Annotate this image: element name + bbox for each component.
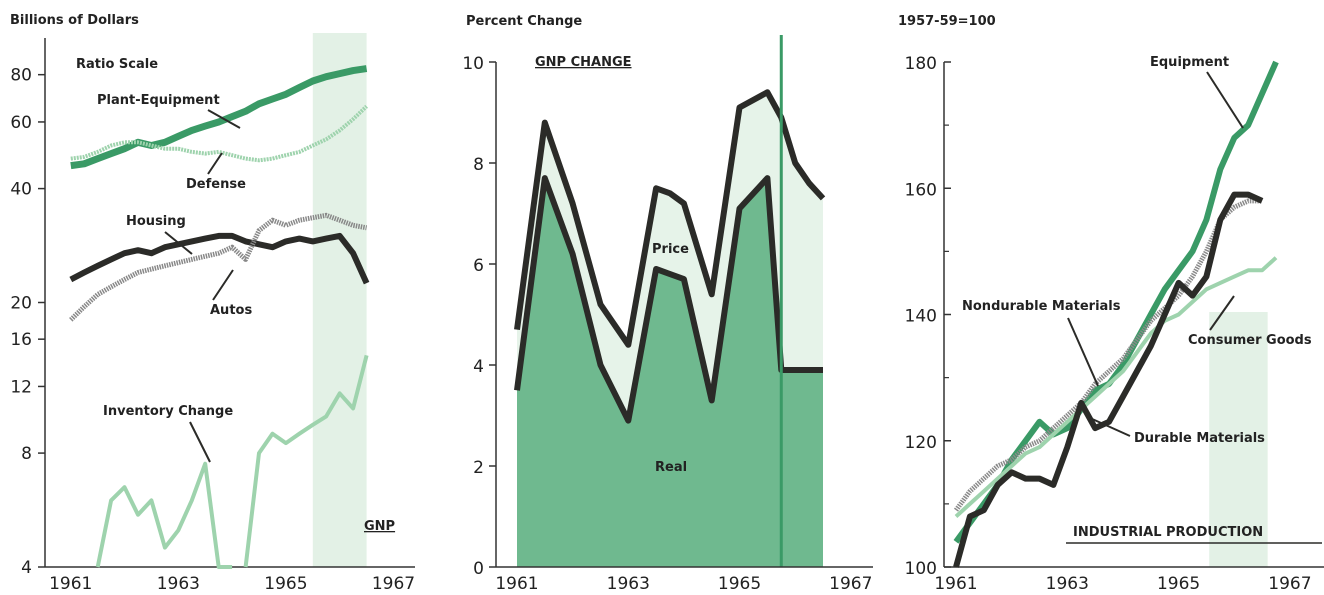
series-line-inventory-change [95,461,233,569]
y-axis-title: Percent Change [466,14,582,29]
shaded-region [312,33,367,567]
panel-industrial-production: 1957-59=100 100 120 140 160 180 1961 1963 1965 19… [898,14,1324,594]
x-tick-label: 1963 [1046,574,1089,594]
scale-note: Ratio Scale [76,57,158,72]
series-label-plant-equipment: Plant-Equipment [97,93,220,108]
x-tick-label: 1967 [829,574,872,594]
series-label-consumer-goods: Consumer Goods [1188,333,1312,348]
panel-spending: Billions of Dollars Ratio Scale 4 8 12 16 20 40… [10,13,415,594]
y-tick-label: 12 [10,377,32,397]
leader-plant-equipment [207,109,241,129]
x-tick-label: 1961 [495,574,538,594]
leader-nondurable-materials [1067,317,1099,387]
x-tick-label: 1963 [607,574,650,594]
y-tick-label: 6 [473,256,484,276]
series-line-defense [70,104,368,163]
y-axis-title: 1957-59=100 [898,14,996,29]
x-tick-label: 1965 [718,574,761,594]
y-tick-label: 8 [473,155,484,175]
y-tick-label: 180 [905,54,937,74]
leader-consumer-goods [1209,295,1235,331]
panel-gnp-change: Percent Change 0 2 4 6 8 10 1961 1963 1965 1967 GNP… [462,14,873,594]
y-tick-label: 10 [462,54,484,74]
series-line-inventory-change [243,354,369,568]
series-line-housing [69,232,370,285]
series-line-plant-equipment [70,65,368,170]
chart-title-industrial-production: INDUSTRIAL PRODUCTION [1073,525,1263,540]
series-label-equipment: Equipment [1150,55,1229,70]
y-axis-title: Billions of Dollars [10,13,139,28]
y-tick-label: 60 [10,113,32,133]
y-tick-label: 2 [473,458,484,478]
series-label-price: Price [652,242,689,257]
y-tick-label: 20 [10,294,32,314]
y-tick-label: 0 [473,559,484,579]
x-tick-label: 1961 [934,574,977,594]
series-line-real [514,175,823,424]
series-label-autos: Autos [210,303,252,318]
series-line-consumer-goods [954,256,1278,518]
y-tick-label: 40 [10,180,32,200]
series-label-housing: Housing [126,214,186,229]
x-tick-label: 1963 [157,574,200,594]
y-tick-label: 100 [905,559,937,579]
y-tick-label: 16 [10,330,32,350]
series-line-nondurable-materials [953,198,1263,512]
x-tick-label: 1965 [264,574,307,594]
series-label-real: Real [655,460,687,475]
series-line-durable-materials [953,191,1264,568]
y-tick-label: 80 [10,66,32,86]
leader-defense [207,152,223,175]
series-label-nondurable-materials: Nondurable Materials [962,299,1121,314]
y-tick-label: 160 [905,180,937,200]
x-tick-label: 1965 [1157,574,1200,594]
y-tick-label: 120 [905,433,937,453]
y-tick-label: 140 [905,307,937,327]
y-tick-label: 4 [473,357,484,377]
chart-title-gnp-change: GNP CHANGE [535,55,632,70]
leader-housing [164,231,193,255]
y-tick-label: 4 [21,558,32,578]
x-tick-label: 1967 [1268,574,1311,594]
shaded-region [1209,312,1268,567]
series-label-durable-materials: Durable Materials [1134,431,1265,446]
leader-autos [212,269,234,301]
shade-label-gnp: GNP [364,519,395,534]
y-tick-label: 8 [21,444,32,464]
series-label-inventory-change: Inventory Change [103,404,233,419]
leader-durable-materials [1089,417,1131,437]
series-line-autos [69,212,368,322]
x-tick-label: 1967 [372,574,415,594]
series-label-defense: Defense [186,177,246,192]
series-line-price [514,89,826,348]
leader-inventory-change [189,421,211,463]
leader-equipment [1206,71,1244,129]
area-real [517,178,823,567]
x-tick-label: 1961 [49,574,92,594]
series-line-equipment [953,60,1279,544]
